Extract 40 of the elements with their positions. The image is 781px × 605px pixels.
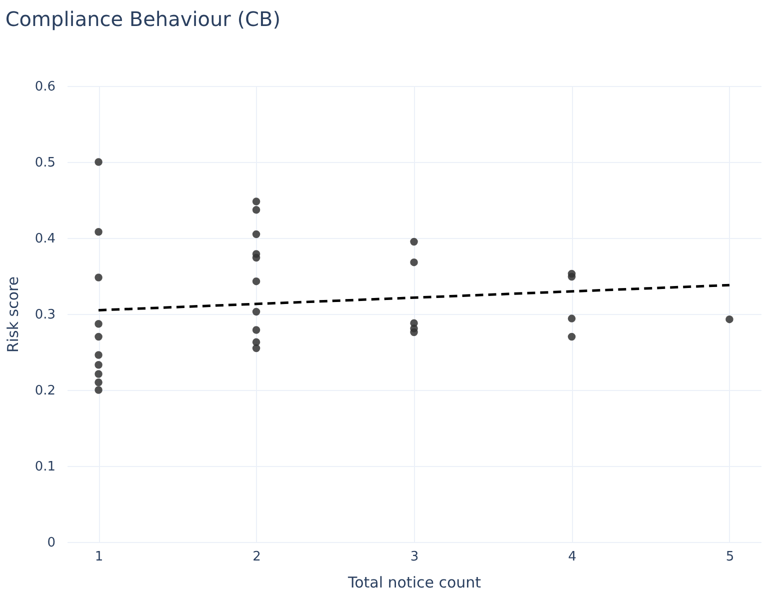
point [252, 277, 260, 286]
point [410, 258, 418, 266]
point [252, 326, 260, 334]
y-tick-label: 0.5 [34, 156, 56, 170]
y-tick-label: 0.4 [34, 232, 56, 246]
point [252, 344, 260, 352]
point [94, 386, 102, 394]
point [252, 230, 260, 238]
x-tick-label: 4 [568, 550, 576, 564]
point [94, 370, 102, 378]
point [94, 320, 102, 328]
point [252, 206, 260, 214]
point [94, 274, 102, 282]
y-tick-label: 0 [47, 536, 56, 550]
x-tick-label: 1 [94, 550, 104, 564]
point [94, 228, 102, 236]
x-tick-label: 3 [410, 550, 419, 564]
point [410, 238, 418, 246]
point [94, 378, 102, 386]
point [568, 272, 576, 281]
point [568, 314, 576, 322]
point [568, 332, 576, 341]
point [726, 315, 734, 324]
y-axis-title: Risk score [4, 276, 22, 353]
point [252, 308, 260, 316]
x-tick-label: 5 [726, 550, 734, 564]
chart-title: Compliance Behaviour (CB) [5, 7, 281, 31]
x-axis-title: Total notice count [346, 574, 482, 592]
point [94, 158, 102, 166]
point [252, 198, 260, 206]
y-tick-label: 0.1 [34, 460, 56, 474]
point [410, 328, 418, 336]
point [94, 351, 102, 359]
y-tick-label: 0.6 [34, 80, 56, 94]
point [94, 332, 102, 341]
x-tick-label: 2 [252, 550, 261, 564]
y-tick-label: 0.2 [34, 384, 56, 398]
point [94, 361, 102, 369]
point [252, 254, 260, 262]
y-tick-label: 0.3 [34, 308, 56, 322]
